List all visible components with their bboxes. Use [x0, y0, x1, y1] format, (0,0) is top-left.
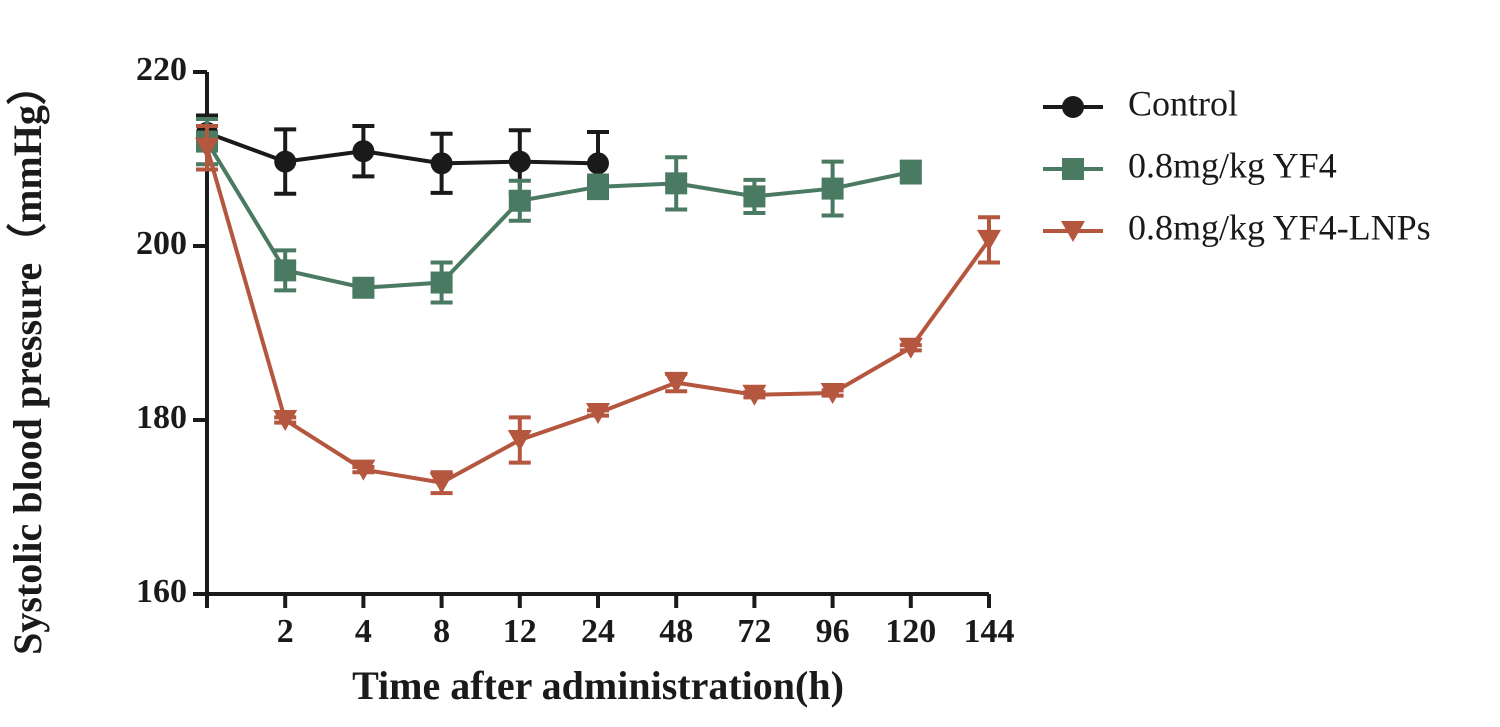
y-axis-title: Systolic blood pressure（mmHg） — [5, 65, 50, 655]
series-line — [206, 131, 599, 166]
x-tick-label: 72 — [737, 613, 771, 650]
legend-label: Control — [1128, 83, 1238, 123]
data-point — [274, 259, 297, 282]
x-tick-label: 8 — [433, 613, 450, 650]
data-point — [898, 337, 923, 359]
data-point — [508, 189, 531, 212]
data-point — [977, 229, 1001, 251]
x-axis-title: Time after administration(h) — [352, 663, 844, 708]
x-tick-label: 4 — [355, 613, 372, 650]
legend-marker — [1062, 96, 1084, 118]
data-point — [665, 172, 688, 195]
series-line — [205, 140, 912, 290]
data-point — [821, 177, 844, 200]
y-tick-label: 180 — [136, 399, 187, 436]
y-tick-label: 160 — [136, 573, 187, 610]
data-point — [587, 152, 609, 175]
data-point — [352, 140, 375, 163]
y-tick-label: 200 — [136, 225, 187, 262]
x-tick-label: 24 — [581, 613, 615, 650]
legend-label: 0.8mg/kg YF4 — [1128, 145, 1337, 185]
legend-marker — [1062, 158, 1084, 180]
legend-marker — [1061, 221, 1085, 242]
data-point — [507, 430, 532, 452]
data-point — [430, 271, 453, 294]
x-tick-label: 120 — [885, 613, 936, 650]
data-point — [274, 150, 297, 173]
data-point — [743, 185, 766, 208]
x-tick-label: 144 — [964, 613, 1015, 650]
x-tick-label: 2 — [277, 613, 294, 650]
data-point — [195, 137, 219, 159]
data-point — [587, 175, 609, 198]
x-tick-label: 48 — [659, 613, 693, 650]
data-point — [742, 384, 767, 406]
data-point — [352, 276, 375, 299]
data-point — [899, 161, 922, 184]
data-point — [664, 372, 689, 394]
x-tick-label: 12 — [503, 613, 537, 650]
data-point — [820, 383, 845, 405]
y-tick-label: 220 — [136, 51, 187, 88]
legend-label: 0.8mg/kg YF4-LNPs — [1128, 207, 1431, 247]
data-point — [586, 403, 610, 425]
data-point — [351, 459, 376, 481]
data-point — [429, 472, 454, 494]
data-point — [508, 150, 531, 173]
data-point — [430, 152, 453, 175]
data-point — [273, 410, 298, 431]
x-tick-label: 96 — [816, 613, 850, 650]
